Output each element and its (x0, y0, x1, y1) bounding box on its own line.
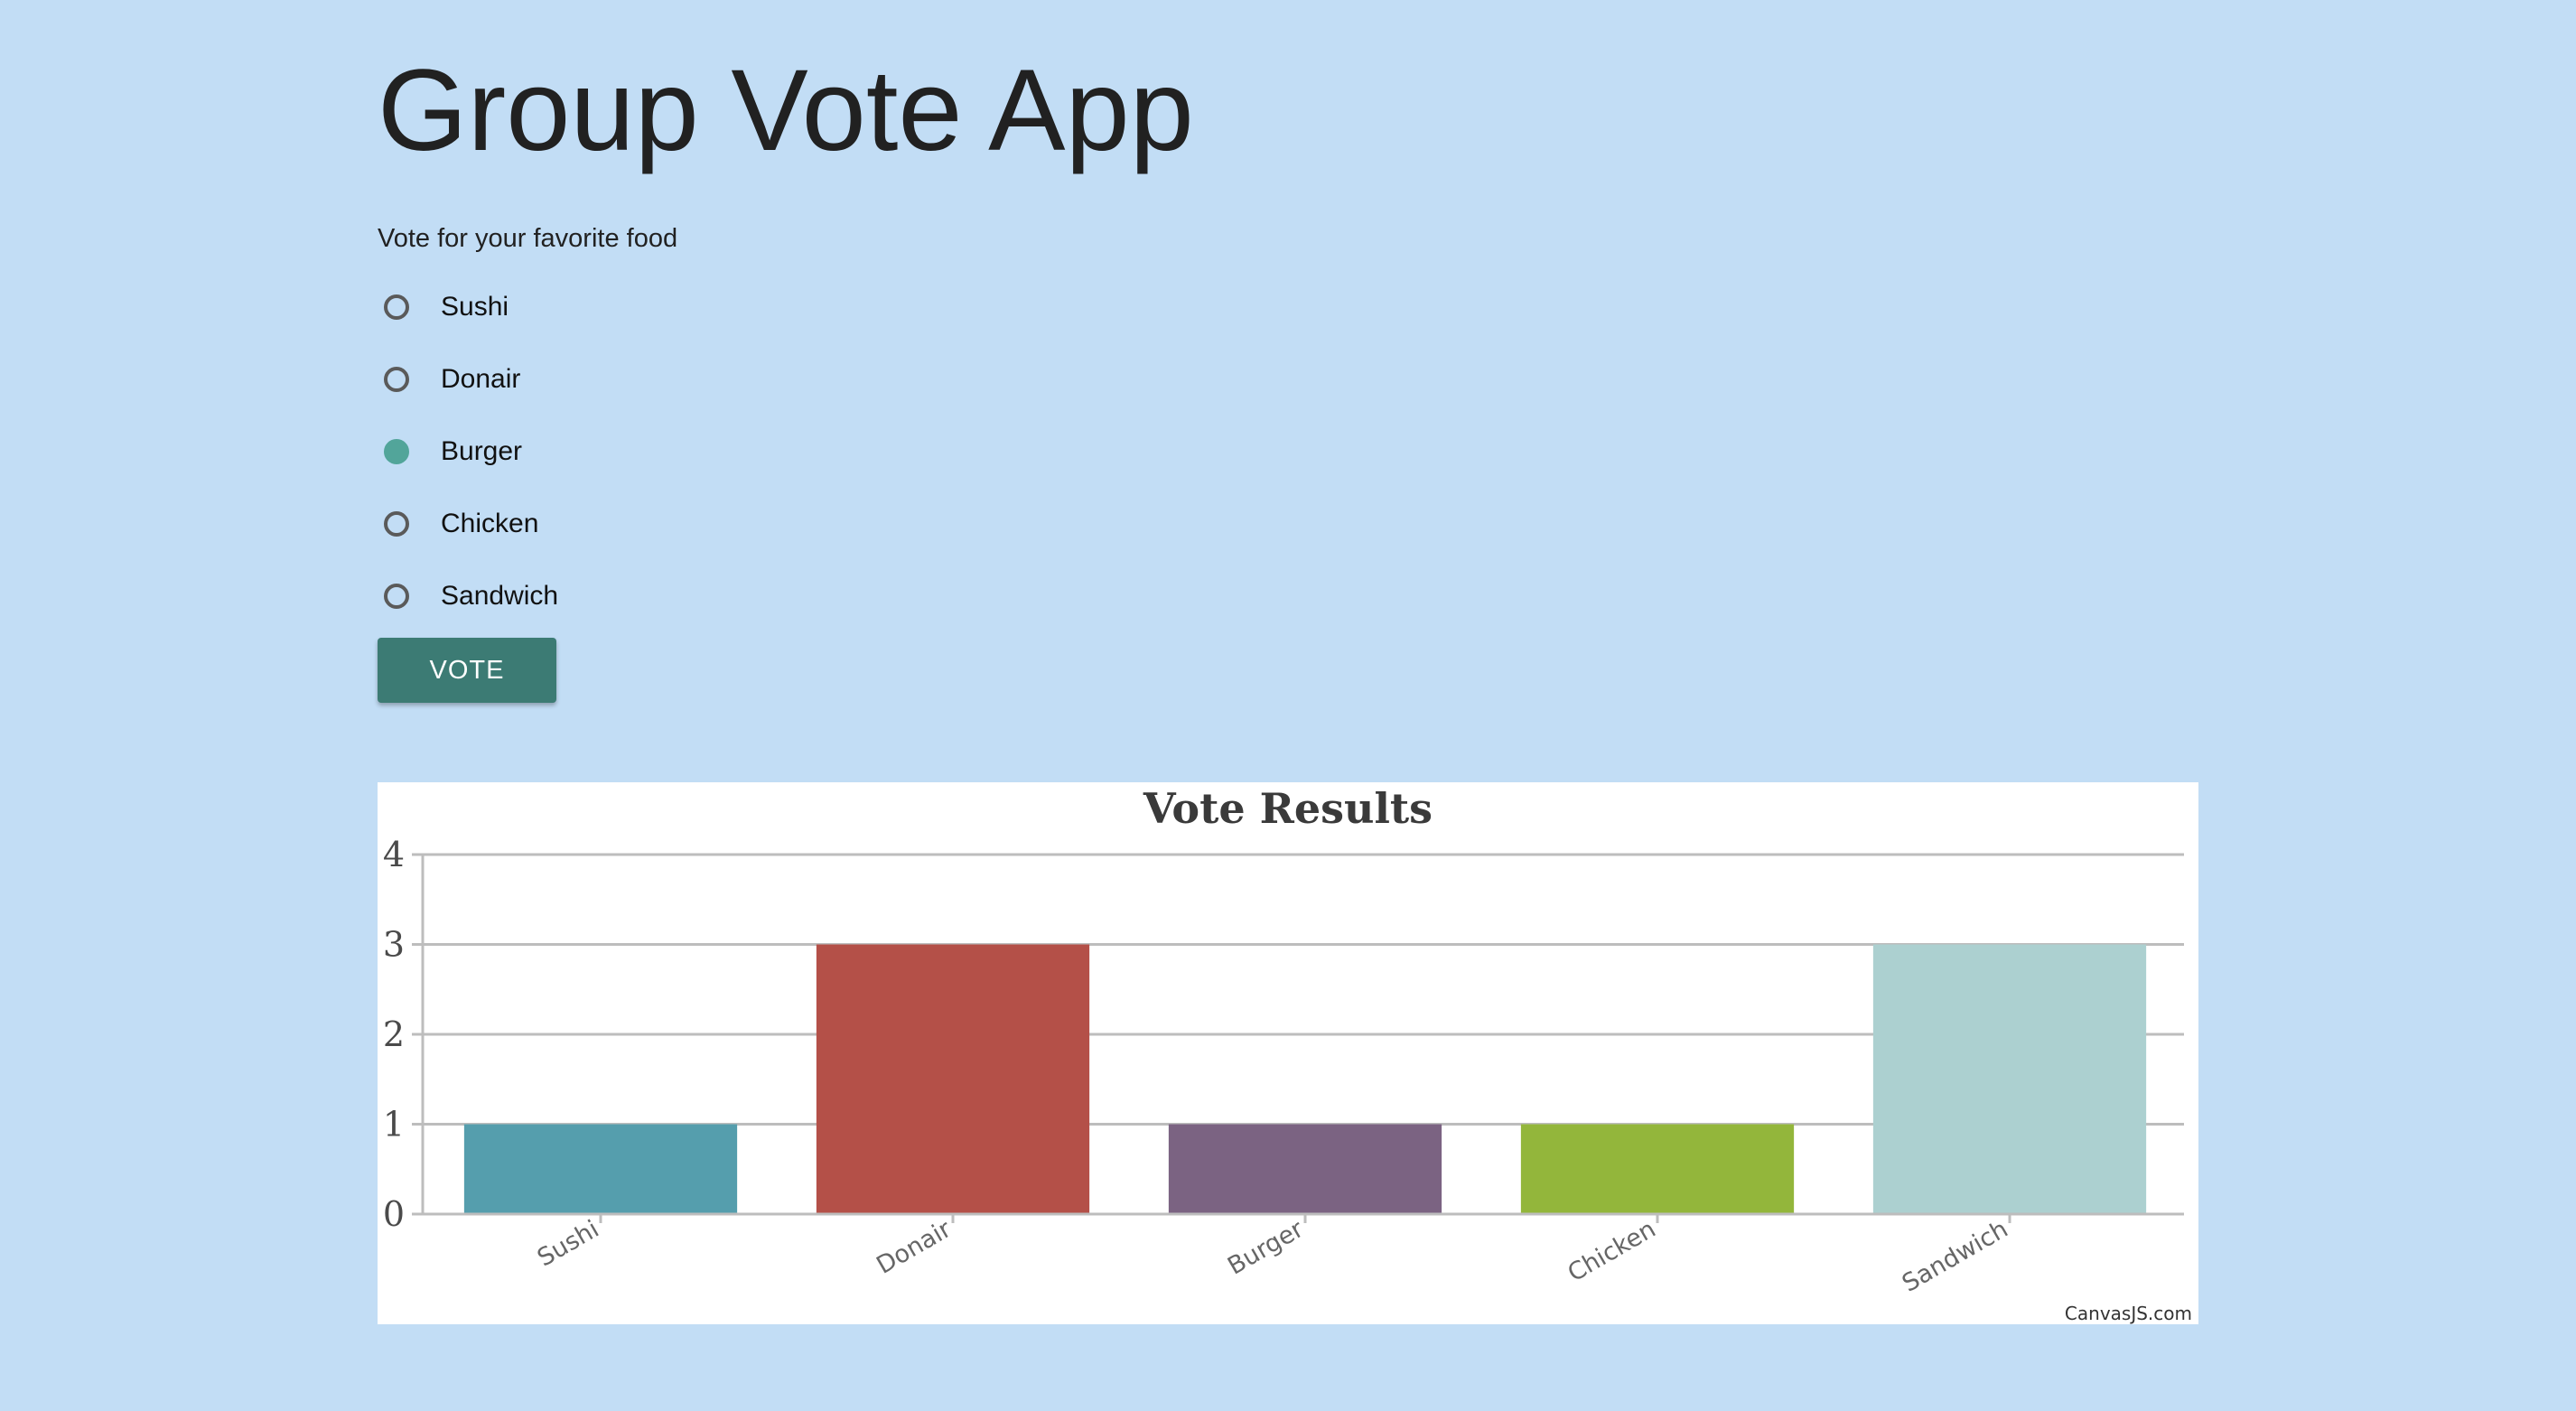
option-sandwich[interactable]: Sandwich (378, 578, 558, 614)
option-label: Chicken (441, 509, 539, 538)
x-tick-label: Donair (872, 1215, 957, 1280)
option-label: Sushi (441, 292, 509, 322)
option-label: Donair (441, 364, 521, 394)
y-tick-label: 2 (383, 1014, 405, 1054)
vote-button[interactable]: VOTE (378, 638, 556, 703)
y-tick-label: 1 (383, 1105, 405, 1145)
option-label: Sandwich (441, 581, 559, 611)
chart-title: Vote Results (1143, 784, 1433, 833)
option-label: Burger (441, 436, 523, 466)
vote-prompt: Vote for your favorite food (378, 224, 678, 253)
bar-sandwich[interactable] (1872, 944, 2147, 1215)
x-tick-label: Chicken (1563, 1215, 1661, 1287)
radio-donair[interactable] (384, 367, 409, 392)
bar-chicken[interactable] (1520, 1124, 1795, 1215)
x-tick-label: Sushi (533, 1215, 604, 1272)
chart-bars (463, 944, 2147, 1215)
chart-canvas: Vote Results 0 1 2 3 4 Sushi Donair Burger Chick… (383, 784, 2192, 1324)
y-tick-label: 0 (383, 1194, 405, 1234)
radio-burger[interactable] (384, 439, 409, 464)
y-tick-label: 3 (383, 925, 405, 965)
option-donair[interactable]: Donair (378, 361, 520, 397)
page-title: Group Vote App (378, 46, 1194, 175)
bar-donair[interactable] (816, 944, 1090, 1215)
radio-chicken[interactable] (384, 511, 409, 537)
y-tick-label: 4 (383, 835, 405, 874)
option-chicken[interactable]: Chicken (378, 506, 538, 542)
bar-sushi[interactable] (463, 1124, 738, 1215)
option-sushi[interactable]: Sushi (378, 289, 509, 325)
vote-results-chart: Vote Results 0 1 2 3 4 Sushi Donair Burger Chick… (378, 782, 2198, 1324)
radio-sushi[interactable] (384, 294, 409, 320)
radio-sandwich[interactable] (384, 584, 409, 609)
x-tick-label: Sandwich (1898, 1215, 2013, 1298)
option-burger[interactable]: Burger (378, 434, 522, 470)
chart-credit: CanvasJS.com (2065, 1303, 2192, 1324)
bar-burger[interactable] (1168, 1124, 1442, 1215)
x-tick-label: Burger (1223, 1215, 1309, 1281)
